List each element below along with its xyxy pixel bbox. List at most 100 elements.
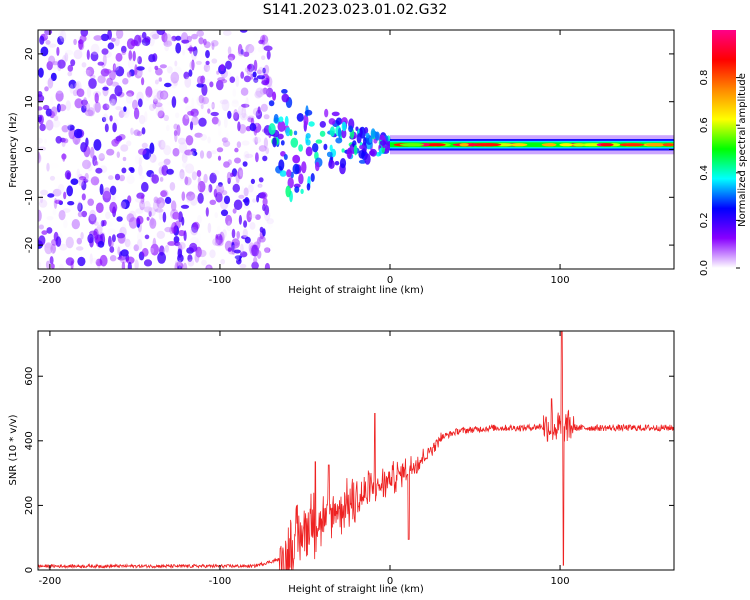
heatmap-cell bbox=[181, 216, 185, 226]
heatmap-cell bbox=[189, 236, 199, 245]
heatmap-cell bbox=[83, 89, 88, 101]
heatmap-cell bbox=[252, 136, 262, 144]
heatmap-cell bbox=[126, 38, 136, 50]
heatmap-cell bbox=[93, 103, 98, 110]
heatmap-cell bbox=[207, 103, 215, 109]
heatmap-cell bbox=[182, 157, 189, 167]
heatmap-cell bbox=[158, 139, 166, 150]
heatmap-cell bbox=[258, 145, 267, 152]
heatmap-cell bbox=[191, 33, 198, 40]
heatmap-cell bbox=[178, 170, 183, 177]
heatmap-cell bbox=[139, 175, 145, 180]
heatmap-cell bbox=[242, 161, 248, 167]
heatmap-cell bbox=[137, 98, 143, 108]
heatmap-cell bbox=[334, 161, 340, 166]
heatmap-cell bbox=[211, 116, 219, 125]
heatmap-cell bbox=[173, 66, 183, 77]
heatmap-cell bbox=[39, 35, 45, 45]
heatmap-cell bbox=[257, 183, 263, 188]
heatmap-cell bbox=[205, 207, 209, 217]
x-tick-label: -100 bbox=[209, 576, 232, 587]
heatmap-cell bbox=[170, 77, 178, 89]
heatmap-cell bbox=[64, 49, 74, 56]
heatmap-cell bbox=[244, 153, 254, 159]
heatmap-cell bbox=[255, 214, 261, 221]
heatmap-cell bbox=[114, 173, 121, 181]
heatmap-cell bbox=[264, 64, 270, 75]
heatmap-cell bbox=[66, 123, 71, 134]
heatmap-cell bbox=[71, 219, 81, 230]
heatmap-cell bbox=[156, 30, 166, 36]
heatmap-cell bbox=[138, 42, 146, 47]
colorbar-tick-label: 0.8 bbox=[699, 70, 710, 86]
heatmap-cell bbox=[225, 214, 233, 226]
heatmap-cell bbox=[51, 61, 60, 66]
heatmap-cell bbox=[120, 144, 129, 152]
heatmap-cell bbox=[135, 197, 143, 203]
heatmap-cell bbox=[116, 216, 123, 222]
heatmap-cell bbox=[159, 176, 164, 182]
heatmap-cell bbox=[378, 151, 382, 156]
heatmap-cell bbox=[109, 115, 113, 122]
heatmap-cell bbox=[249, 123, 257, 132]
heatmap-cell bbox=[198, 94, 204, 104]
heatmap-cell bbox=[81, 62, 87, 68]
heatmap-cell bbox=[211, 101, 215, 110]
heatmap-cell bbox=[254, 90, 262, 99]
heatmap-cell bbox=[255, 152, 259, 163]
heatmap-cell bbox=[161, 32, 168, 43]
heatmap-cell bbox=[190, 200, 195, 206]
heatmap-cell bbox=[216, 147, 224, 153]
heatmap-cell bbox=[152, 237, 157, 250]
heatmap-cell bbox=[136, 66, 145, 71]
heatmap-cell bbox=[58, 104, 67, 112]
heatmap-cell bbox=[111, 98, 117, 109]
heatmap-cell bbox=[161, 164, 169, 176]
heatmap-cell bbox=[233, 112, 240, 122]
heatmap-cell bbox=[303, 114, 309, 127]
heatmap-cell bbox=[231, 99, 239, 104]
heatmap-cell bbox=[268, 123, 276, 135]
heatmap-cell bbox=[247, 184, 254, 193]
heatmap-cell bbox=[47, 193, 55, 198]
heatmap-cell bbox=[169, 220, 175, 228]
heatmap-cell bbox=[55, 136, 62, 144]
heatmap-cell bbox=[109, 70, 116, 81]
heatmap-cell bbox=[205, 50, 210, 59]
heatmap-cell bbox=[102, 86, 109, 91]
heatmap-cell bbox=[251, 261, 259, 269]
heatmap-cell bbox=[225, 132, 230, 141]
heatmap-cell bbox=[286, 169, 292, 178]
heatmap-cell bbox=[149, 31, 159, 38]
heatmap-cell bbox=[75, 246, 84, 251]
heatmap-cell bbox=[49, 249, 54, 257]
y-tick-label: 200 bbox=[24, 496, 35, 515]
heatmap-cell bbox=[248, 44, 257, 56]
heatmap-cell bbox=[93, 139, 102, 151]
heatmap-cell bbox=[59, 243, 68, 251]
heatmap-cell bbox=[200, 104, 204, 110]
heatmap-cell bbox=[233, 254, 240, 262]
heatmap-cell bbox=[82, 224, 89, 231]
heatmap-cell bbox=[256, 75, 265, 80]
heatmap-cell bbox=[38, 142, 42, 147]
heatmap-cell bbox=[40, 189, 49, 196]
heatmap-cell bbox=[171, 200, 177, 212]
heatmap-cell bbox=[222, 30, 232, 36]
heatmap-cell bbox=[110, 37, 116, 42]
heatmap-cell bbox=[277, 120, 286, 132]
heatmap-cell bbox=[155, 67, 163, 76]
heatmap-cell bbox=[262, 155, 268, 162]
heatmap-cell bbox=[238, 124, 247, 134]
heatmap-cell bbox=[94, 92, 99, 104]
heatmap-cell bbox=[65, 236, 74, 249]
heatmap-cell bbox=[245, 44, 255, 54]
snr-y-ticks: 0 200 400 600 bbox=[24, 367, 674, 573]
heatmap-cell bbox=[110, 102, 114, 108]
heatmap-cell bbox=[348, 125, 354, 133]
heatmap-cell bbox=[117, 256, 126, 261]
heatmap-cell bbox=[132, 50, 136, 62]
heatmap-cell bbox=[184, 176, 189, 186]
x-tick-label: -200 bbox=[39, 576, 62, 587]
heatmap-cell bbox=[151, 33, 160, 40]
